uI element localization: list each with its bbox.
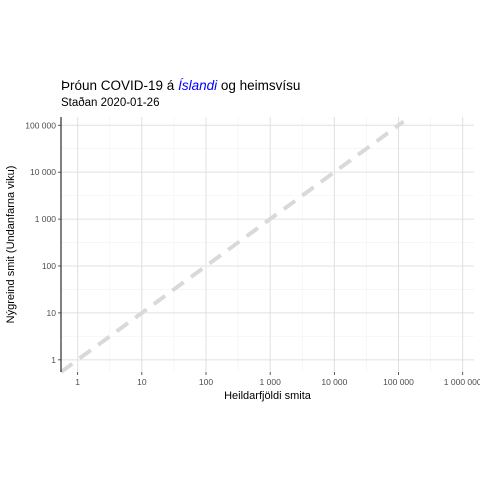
chart-subtitle: Staðan 2020-01-26 <box>61 97 160 109</box>
chart-title-after: og heimsvísu <box>217 78 301 93</box>
y-tick-label: 10 000 <box>30 167 56 177</box>
x-tick-label: 100 000 <box>383 377 414 387</box>
grid-minor <box>61 117 474 372</box>
x-tick-label: 100 <box>199 377 213 387</box>
y-ticks: 1 10 100 1 000 10 000 100 000 <box>25 120 61 365</box>
grid-major <box>61 117 474 372</box>
x-tick-label: 1 <box>75 377 80 387</box>
chart-title-before: Þróun COVID-19 á <box>61 78 179 93</box>
x-tick-label: 1 000 000 <box>444 377 480 387</box>
y-tick-label: 100 000 <box>25 120 56 130</box>
x-tick-label: 10 000 <box>321 377 347 387</box>
x-tick-label: 1 000 <box>260 377 282 387</box>
chart-title-highlight: Íslandi <box>178 78 218 93</box>
y-tick-label: 1 <box>51 355 56 365</box>
series-layer <box>59 119 405 374</box>
x-axis-title: Heildarfjöldi smita <box>224 390 312 402</box>
y-tick-label: 10 <box>47 308 57 318</box>
y-axis-title: Nýgreind smit (Undanfarna viku) <box>5 166 17 324</box>
series-line-0 <box>59 119 405 374</box>
x-ticks: 1 10 100 1 000 10 000 100 000 1 000 000 <box>75 372 480 387</box>
chart-title: Þróun COVID-19 á Íslandi og heimsvísu <box>61 78 300 93</box>
x-tick-label: 10 <box>137 377 147 387</box>
y-tick-label: 1 000 <box>35 214 57 224</box>
y-tick-label: 100 <box>42 261 56 271</box>
